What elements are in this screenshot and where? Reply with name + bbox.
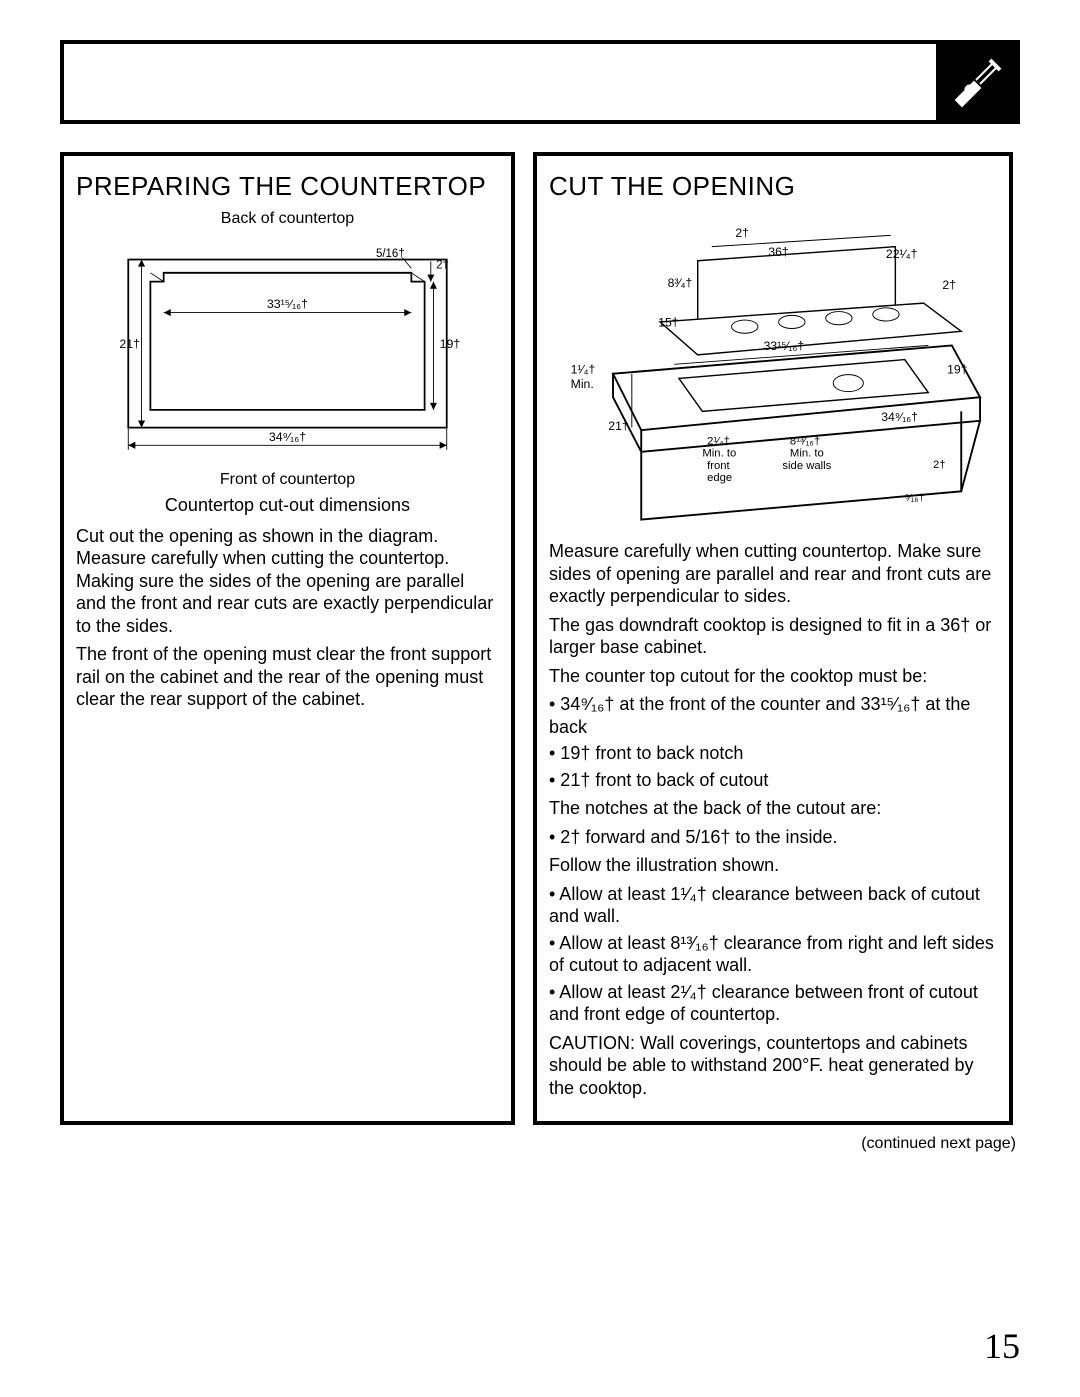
svg-text:33¹⁵⁄₁₆†: 33¹⁵⁄₁₆† bbox=[764, 339, 805, 353]
svg-text:edge: edge bbox=[707, 472, 732, 484]
page-number: 15 bbox=[984, 1325, 1020, 1367]
svg-text:Min. to: Min. to bbox=[790, 447, 824, 459]
svg-text:8¹³⁄₁₆†: 8¹³⁄₁₆† bbox=[790, 435, 820, 447]
svg-text:front: front bbox=[707, 459, 730, 471]
right-column: CUT THE OPENING bbox=[533, 152, 1013, 1125]
right-b3: • 21† front to back of cutout bbox=[549, 769, 997, 792]
header-bar bbox=[60, 40, 1020, 124]
svg-text:2†: 2† bbox=[942, 278, 956, 292]
right-b5: • Allow at least 1¹⁄₄† clearance between… bbox=[549, 883, 997, 928]
right-para1: Measure carefully when cutting counterto… bbox=[549, 540, 997, 608]
svg-text:2†: 2† bbox=[933, 458, 946, 470]
right-title: CUT THE OPENING bbox=[549, 170, 997, 203]
right-caution: CAUTION: Wall coverings, countertops and… bbox=[549, 1032, 997, 1100]
svg-text:2†: 2† bbox=[735, 226, 749, 240]
svg-text:22¹⁄₄†: 22¹⁄₄† bbox=[886, 246, 917, 260]
right-para2: The gas downdraft cooktop is designed to… bbox=[549, 614, 997, 659]
left-title: PREPARING THE COUNTERTOP bbox=[76, 170, 499, 203]
right-b4: • 2† forward and 5/16† to the inside. bbox=[549, 826, 997, 849]
svg-text:36†: 36† bbox=[768, 245, 788, 259]
svg-text:21†: 21† bbox=[119, 337, 140, 351]
page: PREPARING THE COUNTERTOP Back of counter… bbox=[0, 0, 1080, 1397]
svg-text:15†: 15† bbox=[658, 315, 678, 329]
svg-text:2¹⁄₄†: 2¹⁄₄† bbox=[707, 435, 730, 447]
left-column: PREPARING THE COUNTERTOP Back of counter… bbox=[60, 152, 515, 1125]
svg-text:2†: 2† bbox=[436, 259, 449, 271]
content-columns: PREPARING THE COUNTERTOP Back of counter… bbox=[60, 152, 1020, 1125]
svg-text:33¹⁵⁄₁₆†: 33¹⁵⁄₁₆† bbox=[267, 297, 308, 311]
svg-text:19†: 19† bbox=[440, 337, 461, 351]
tool-hand-icon bbox=[936, 44, 1016, 120]
svg-text:Min. to: Min. to bbox=[702, 447, 736, 459]
right-b7: • Allow at least 2¹⁄₄† clearance between… bbox=[549, 981, 997, 1026]
left-para2: The front of the opening must clear the … bbox=[76, 643, 499, 711]
cabinet-diagram: 2† 36† 22¹⁄₄† 8³⁄₄† 2† 15† 33¹⁵⁄₁₆† 1¹⁄₄… bbox=[549, 209, 997, 535]
right-b1: • 34⁹⁄₁₆† at the front of the counter an… bbox=[549, 693, 997, 738]
right-b2: • 19† front to back notch bbox=[549, 742, 997, 765]
svg-text:1¹⁄₄†: 1¹⁄₄† bbox=[571, 362, 596, 376]
cutout-diagram: 33¹⁵⁄₁₆† 34⁹⁄₁₆† 21† bbox=[76, 233, 499, 469]
left-para1: Cut out the opening as shown in the diag… bbox=[76, 525, 499, 638]
front-label: Front of countertop bbox=[76, 470, 499, 490]
svg-text:⁵⁄₁₆†: ⁵⁄₁₆† bbox=[905, 492, 925, 503]
svg-text:side walls: side walls bbox=[782, 459, 831, 471]
svg-text:8³⁄₄†: 8³⁄₄† bbox=[668, 276, 693, 290]
svg-text:34⁹⁄₁₆†: 34⁹⁄₁₆† bbox=[881, 409, 918, 423]
right-para3: The counter top cutout for the cooktop m… bbox=[549, 665, 997, 688]
right-para5: Follow the illustration shown. bbox=[549, 854, 997, 877]
back-label: Back of countertop bbox=[76, 209, 499, 229]
cutout-caption: Countertop cut-out dimensions bbox=[76, 494, 499, 517]
svg-text:21†: 21† bbox=[608, 419, 628, 433]
right-para4: The notches at the back of the cutout ar… bbox=[549, 797, 997, 820]
svg-text:19†: 19† bbox=[947, 362, 967, 376]
right-b6: • Allow at least 8¹³⁄₁₆† clearance from … bbox=[549, 932, 997, 977]
svg-text:34⁹⁄₁₆†: 34⁹⁄₁₆† bbox=[269, 429, 306, 443]
svg-text:Min.: Min. bbox=[571, 376, 594, 390]
svg-text:5/16†: 5/16† bbox=[376, 247, 405, 259]
continued-note: (continued next page) bbox=[60, 1135, 1016, 1153]
